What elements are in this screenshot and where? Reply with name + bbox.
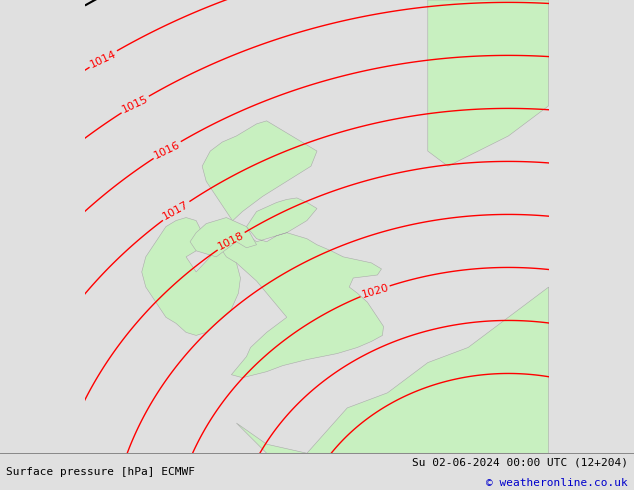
Text: 1014: 1014 — [88, 49, 118, 70]
Text: 1020: 1020 — [360, 282, 390, 300]
Text: © weatheronline.co.uk: © weatheronline.co.uk — [486, 478, 628, 488]
Polygon shape — [236, 287, 548, 453]
Text: 1019: 1019 — [620, 224, 634, 240]
Text: 1022: 1022 — [571, 377, 600, 394]
Text: 1017: 1017 — [161, 199, 191, 222]
Text: Su 02-06-2024 00:00 UTC (12+204): Su 02-06-2024 00:00 UTC (12+204) — [411, 458, 628, 467]
Text: 1021: 1021 — [621, 338, 634, 357]
Text: Surface pressure [hPa] ECMWF: Surface pressure [hPa] ECMWF — [6, 466, 195, 477]
Polygon shape — [190, 218, 257, 257]
Text: 1015: 1015 — [120, 94, 150, 115]
Polygon shape — [428, 0, 548, 166]
Polygon shape — [142, 218, 240, 335]
Text: 1013: 1013 — [56, 3, 86, 24]
Polygon shape — [202, 121, 384, 378]
Text: 1016: 1016 — [152, 139, 182, 160]
Text: 1018: 1018 — [216, 230, 246, 252]
